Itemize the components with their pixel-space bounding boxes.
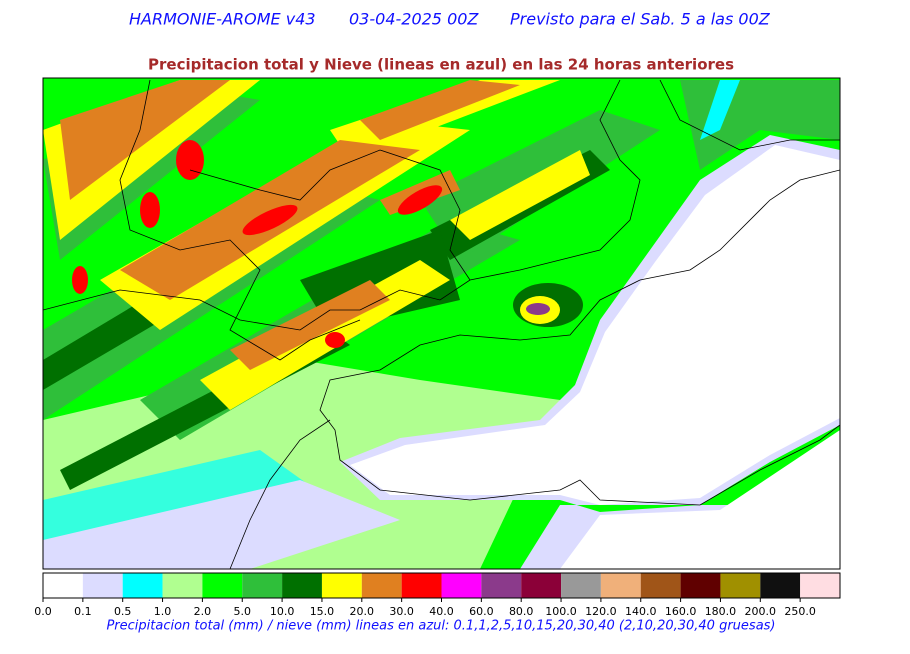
tick-label: 30.0 [389,605,414,618]
color-swatch [640,573,681,598]
color-swatch [760,573,801,598]
run-time: 03-04-2025 00Z [349,10,479,29]
forecast-time: Previsto para el Sab. 5 a las 00Z [510,10,771,29]
color-swatch [481,573,522,598]
color-swatch [282,573,322,598]
map-title: Precipitacion total y Nieve (lineas en a… [148,56,734,74]
model-name: HARMONIE-AROME v43 [129,10,316,29]
color-swatch [43,573,83,598]
color-swatch [600,573,641,598]
tick-label: 160.0 [665,605,697,618]
tick-label: 15.0 [310,605,335,618]
tick-label: 200.0 [745,605,777,618]
color-swatch [521,573,562,598]
color-swatch [202,573,243,598]
tick-label: 120.0 [585,605,617,618]
tick-label: 0.5 [114,605,132,618]
tick-label: 20.0 [350,605,375,618]
caption: Precipitacion total (mm) / nieve (mm) li… [106,619,775,634]
color-swatch [82,573,123,598]
tick-label: 80.0 [509,605,534,618]
map [42,77,841,570]
tick-label: 40.0 [429,605,454,618]
color-swatch [720,573,761,598]
color-swatch [242,573,283,598]
tick-label: 60.0 [469,605,494,618]
color-swatch [361,573,402,598]
tick-label: 5.0 [234,605,252,618]
tick-label: 250.0 [784,605,816,618]
tick-label: 1.0 [154,605,172,618]
tick-label: 180.0 [705,605,737,618]
tick-label: 0.1 [74,605,92,618]
tick-label: 140.0 [625,605,657,618]
color-swatch [441,573,482,598]
tick-label: 2.0 [194,605,212,618]
color-swatch [800,573,840,598]
color-swatch [122,573,163,598]
color-swatch [162,573,203,598]
colorbar: 0.0 0.1 0.5 1.0 2.0 5.0 10.0 15.0 20.0 30.0 40.0 60… [34,572,841,618]
color-swatch [561,573,601,598]
tick-label: 100.0 [545,605,577,618]
color-swatch [401,573,442,598]
color-swatch [321,573,362,598]
tick-label: 0.0 [34,605,52,618]
color-swatch [680,573,721,598]
tick-label: 10.0 [270,605,295,618]
